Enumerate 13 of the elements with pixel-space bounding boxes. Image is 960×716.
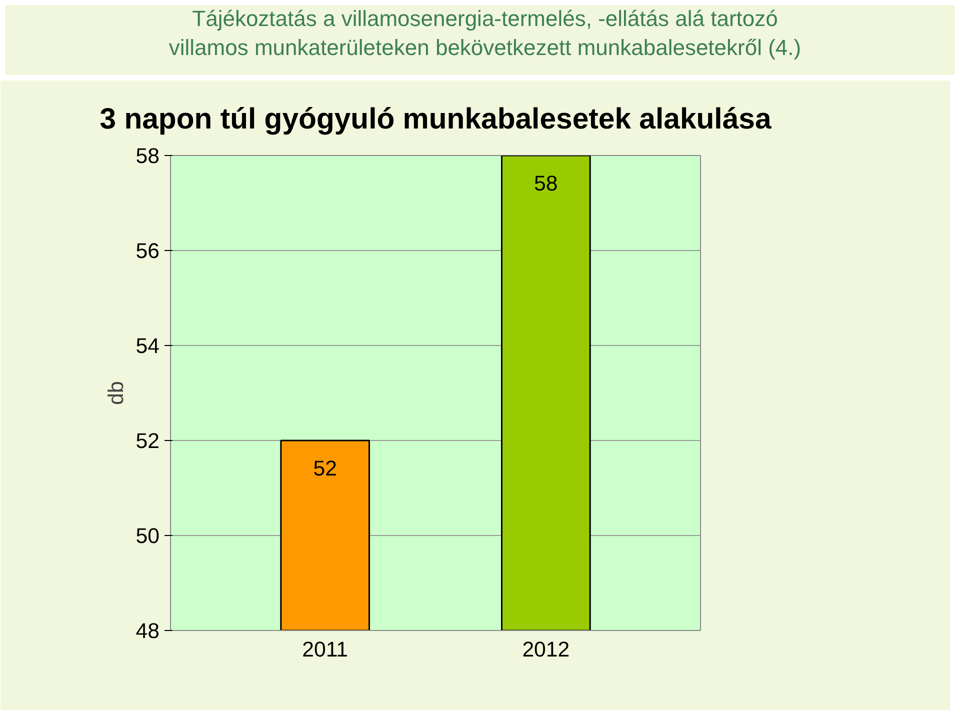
x-tick-label: 2012: [522, 638, 570, 662]
y-tick-label: 58: [136, 144, 160, 168]
chart-title: Tájékoztatás a villamosenergia-termelés, -ellátás alá tartozó villamos munkaterületeken bekövetkezett munkabalesetekről (4.): [168, 5, 802, 62]
data-label: 58: [534, 172, 558, 196]
chart-subtitle: 3 napon túl gyógyuló munkabalesetek alakulása: [100, 102, 772, 136]
data-label: 52: [313, 456, 337, 480]
y-tick-label: 50: [136, 524, 160, 548]
y-axis-title: db: [104, 381, 128, 405]
y-tick-label: 56: [136, 239, 160, 263]
y-tick-label: 54: [136, 334, 160, 358]
x-tick-label: 2011: [302, 638, 348, 662]
y-tick-label: 48: [136, 619, 160, 643]
y-tick-label: 52: [136, 429, 160, 453]
